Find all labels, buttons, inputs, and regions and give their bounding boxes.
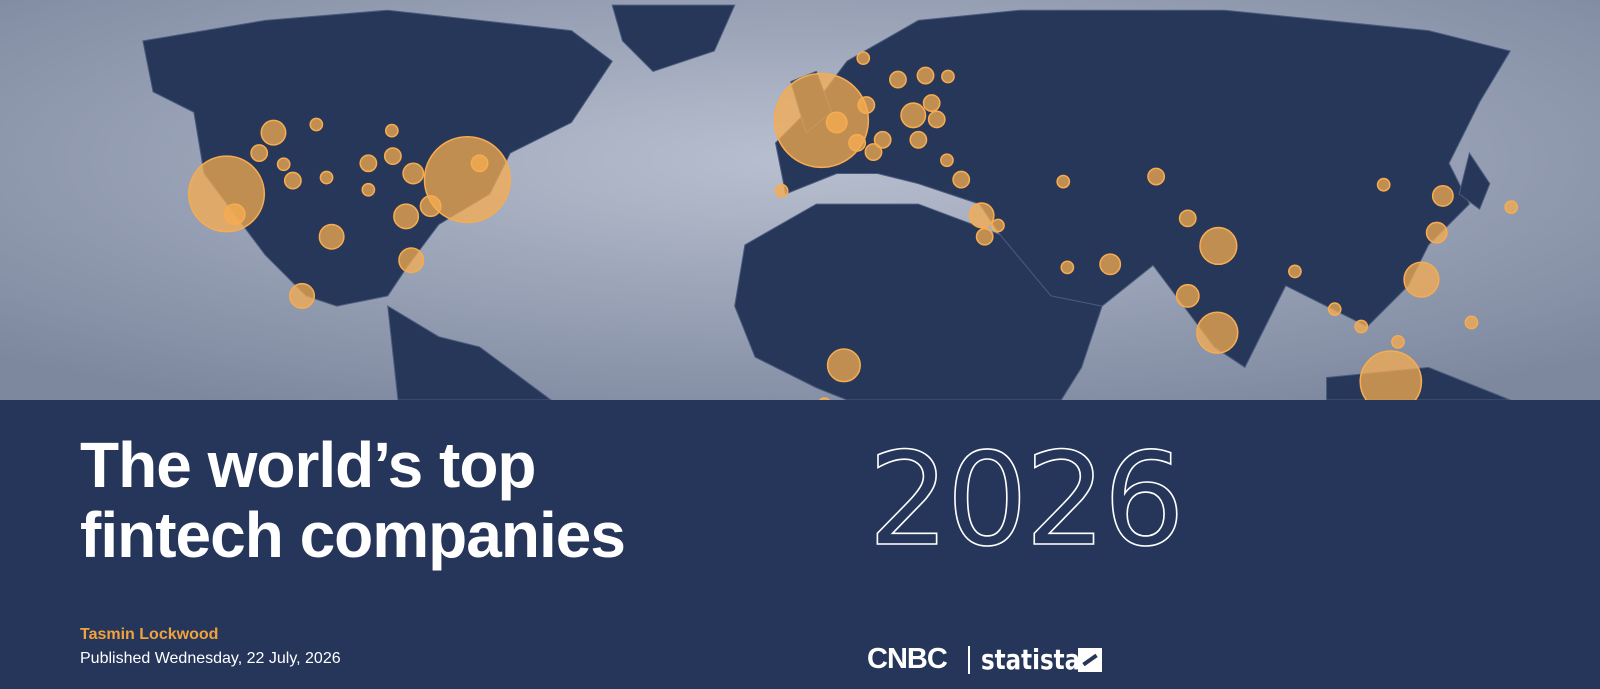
company-bubble [276,157,291,172]
author: Tasmin Lockwood [80,626,219,643]
company-bubble [848,133,867,152]
company-bubble [1175,283,1200,308]
company-bubble [309,117,324,132]
company-bubble [223,203,246,226]
company-bubble [1060,260,1075,275]
logo-icon [1078,648,1102,672]
company-bubble [1196,311,1239,354]
company-bubble [940,153,954,168]
company-bubble [1178,209,1197,228]
company-bubble [952,170,971,189]
title-line: fintech companies [80,499,626,571]
published-date: Published Wednesday, 22 July, 2026 [80,650,341,667]
company-bubble [359,154,378,173]
company-bubble [1056,174,1071,189]
company-bubble [826,348,861,383]
company-bubble [991,218,1005,233]
year: 2026 [867,426,1185,575]
company-bubble [260,119,287,146]
company-bubble [857,96,876,115]
company-bubble [383,147,402,166]
company-bubble [864,143,883,161]
logo-cnbc: CNBC [867,643,948,675]
company-bubble [773,72,870,169]
company-bubble [900,102,927,129]
company-bubble [1431,184,1454,207]
company-bubble [283,171,302,190]
company-bubble [423,135,511,224]
company-bubble [1199,226,1238,266]
land [142,4,1511,400]
company-bubble [941,69,955,84]
company-bubble [825,111,848,134]
company-bubble [916,66,935,85]
company-bubble [1464,315,1479,330]
company-bubble [968,202,995,229]
company-bubble [1354,319,1369,334]
company-bubble [1376,177,1391,192]
company-bubble [1359,350,1423,400]
company-bubble [319,170,334,185]
company-bubble [402,162,425,185]
company-bubble [419,195,442,218]
company-bubble [1391,334,1405,349]
company-bubble [909,130,928,149]
company-bubble [318,223,345,250]
company-bubble [873,130,892,149]
company-bubble [1099,253,1122,276]
company-bubble [384,123,399,138]
company-bubble [470,154,489,173]
company-bubble [1147,167,1166,186]
title-line: The world’s top [80,429,536,501]
company-bubble [856,51,871,66]
title-band [0,400,1600,689]
company-bubble [1327,302,1342,317]
world-map [0,0,1600,400]
company-bubble [1288,264,1302,279]
company-bubble [774,183,789,198]
company-bubble [1504,200,1519,215]
company-bubble [393,203,420,230]
company-bubble [1403,261,1440,298]
company-bubble [361,182,376,197]
company-bubble [927,110,946,129]
logo-divider [968,646,970,674]
company-bubble [975,227,994,246]
company-bubbles [188,51,1519,400]
company-bubble [250,144,269,162]
company-bubble [398,247,425,274]
logo-statista: statista [981,643,1081,676]
company-bubble [289,282,316,309]
company-bubble [922,94,941,112]
company-bubble [818,397,831,400]
company-bubble [889,70,907,89]
company-bubble [1425,221,1448,244]
